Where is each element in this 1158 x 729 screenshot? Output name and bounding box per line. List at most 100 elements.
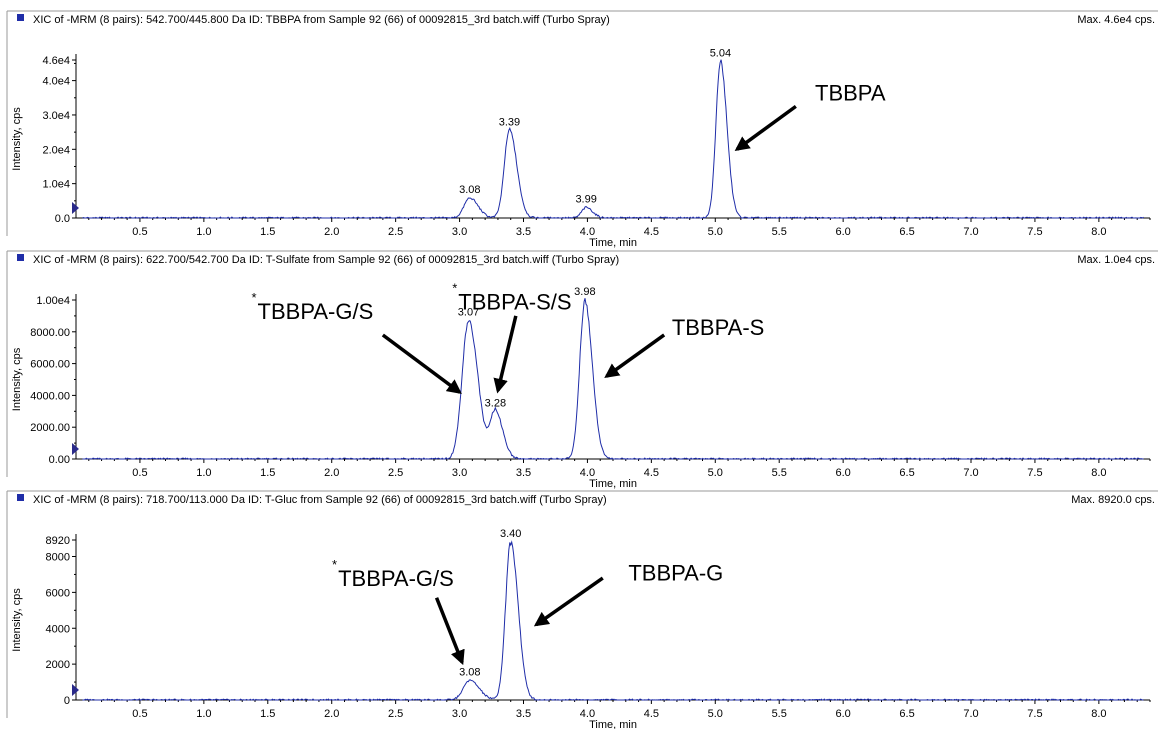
x-tick-label: 5.5 <box>772 467 787 479</box>
annotation-arrow <box>381 333 462 394</box>
x-tick-label: 2.5 <box>388 226 403 238</box>
compound-annotation: TBBPA-S/S <box>458 290 571 315</box>
x-tick-label: 0.5 <box>132 467 147 479</box>
x-tick-label: 3.0 <box>452 708 467 720</box>
x-tick-label: 6.0 <box>835 226 850 238</box>
annotation-arrow <box>734 104 797 152</box>
trace-start-marker <box>72 202 79 214</box>
annotation-star: * <box>251 290 256 305</box>
y-tick-label: 0.0 <box>55 213 70 225</box>
max-intensity-label: Max. 8920.0 cps. <box>1071 494 1155 506</box>
y-tick-label: 1.0e4 <box>42 179 70 191</box>
x-tick-label: 2.5 <box>388 708 403 720</box>
peak-label: 3.40 <box>500 528 521 540</box>
x-tick-label: 5.0 <box>708 467 723 479</box>
x-tick-label: 1.0 <box>196 226 211 238</box>
y-axis-label: Intensity, cps <box>11 347 23 411</box>
x-tick-label: 1.5 <box>260 708 275 720</box>
x-tick-label: 7.5 <box>1027 467 1042 479</box>
trace-color-square <box>17 14 24 21</box>
x-axis-label: Time, min <box>589 478 637 490</box>
x-tick-label: 3.5 <box>516 467 531 479</box>
x-tick-label: 1.5 <box>260 226 275 238</box>
compound-annotation: TBBPA-G <box>628 561 723 586</box>
peak-label: 3.07 <box>458 307 479 319</box>
x-tick-label: 7.0 <box>963 467 978 479</box>
x-tick-label: 4.0 <box>580 467 595 479</box>
x-tick-label: 3.0 <box>452 226 467 238</box>
y-tick-label: 4000 <box>46 623 70 635</box>
peak-label: 3.39 <box>499 116 520 128</box>
y-tick-label: 0 <box>64 695 70 707</box>
x-tick-label: 4.5 <box>644 467 659 479</box>
x-tick-label: 1.0 <box>196 467 211 479</box>
chromatogram-trace <box>82 298 1144 460</box>
annotation-arrow <box>493 315 518 394</box>
x-tick-label: 1.5 <box>260 467 275 479</box>
y-tick-label: 8000 <box>46 552 70 564</box>
x-tick-label: 7.5 <box>1027 708 1042 720</box>
y-tick-label: 0.00 <box>49 454 70 466</box>
y-tick-label: 2000.00 <box>30 422 70 434</box>
trace-start-marker <box>72 684 79 696</box>
x-tick-label: 6.5 <box>899 226 914 238</box>
chromatogram-trace <box>82 59 1144 219</box>
x-tick-label: 2.0 <box>324 708 339 720</box>
x-tick-label: 3.5 <box>516 708 531 720</box>
peak-label: 3.08 <box>459 184 480 196</box>
x-tick-label: 1.0 <box>196 708 211 720</box>
y-tick-label: 1.00e4 <box>36 295 70 307</box>
y-axis-label: Intensity, cps <box>11 107 23 171</box>
annotation-arrow <box>434 597 465 666</box>
chromatogram-panel-3: XIC of -MRM (8 pairs): 718.700/113.000 D… <box>6 490 1158 729</box>
x-tick-label: 2.0 <box>324 467 339 479</box>
x-tick-label: 6.0 <box>835 467 850 479</box>
x-tick-label: 4.5 <box>644 708 659 720</box>
chromatogram-panel-2: XIC of -MRM (8 pairs): 622.700/542.700 D… <box>6 250 1158 490</box>
y-tick-label: 4.6e4 <box>42 55 70 67</box>
peak-label: 5.04 <box>710 48 731 60</box>
x-tick-label: 5.0 <box>708 226 723 238</box>
y-tick-label: 4.0e4 <box>42 76 70 88</box>
x-tick-label: 2.0 <box>324 226 339 238</box>
x-tick-label: 5.0 <box>708 708 723 720</box>
peak-label: 3.28 <box>485 397 506 409</box>
y-tick-label: 6000.00 <box>30 359 70 371</box>
y-tick-label: 3.0e4 <box>42 110 70 122</box>
chromatogram-trace <box>82 540 1144 701</box>
peak-label: 3.08 <box>459 666 480 678</box>
y-tick-label: 6000 <box>46 587 70 599</box>
x-tick-label: 8.0 <box>1091 708 1106 720</box>
y-tick-label: 2.0e4 <box>42 144 70 156</box>
x-tick-label: 0.5 <box>132 226 147 238</box>
panel-header: XIC of -MRM (8 pairs): 622.700/542.700 D… <box>33 254 619 266</box>
x-tick-label: 3.0 <box>452 467 467 479</box>
y-tick-label: 2000 <box>46 659 70 671</box>
x-tick-label: 6.0 <box>835 708 850 720</box>
peak-label: 3.98 <box>574 286 595 298</box>
x-tick-label: 0.5 <box>132 708 147 720</box>
annotation-arrow <box>533 576 604 627</box>
panel-header: XIC of -MRM (8 pairs): 718.700/113.000 D… <box>33 494 607 506</box>
trace-color-square <box>17 254 24 261</box>
max-intensity-label: Max. 4.6e4 cps. <box>1077 14 1155 26</box>
x-tick-label: 4.0 <box>580 226 595 238</box>
annotation-star: * <box>452 281 457 296</box>
trace-color-square <box>17 494 24 501</box>
max-intensity-label: Max. 1.0e4 cps. <box>1077 254 1155 266</box>
compound-annotation: TBBPA-G/S <box>338 566 454 591</box>
x-tick-label: 4.0 <box>580 708 595 720</box>
x-tick-label: 6.5 <box>899 708 914 720</box>
y-tick-label: 4000.00 <box>30 390 70 402</box>
y-tick-label: 8000.00 <box>30 327 70 339</box>
annotation-arrow <box>604 333 666 379</box>
x-tick-label: 6.5 <box>899 467 914 479</box>
peak-label: 3.99 <box>575 193 596 205</box>
x-axis-label: Time, min <box>589 237 637 249</box>
y-tick-label: 8920 <box>46 535 70 547</box>
x-tick-label: 5.5 <box>772 708 787 720</box>
panel-header: XIC of -MRM (8 pairs): 542.700/445.800 D… <box>33 14 610 26</box>
x-tick-label: 7.5 <box>1027 226 1042 238</box>
trace-start-marker <box>72 443 79 455</box>
